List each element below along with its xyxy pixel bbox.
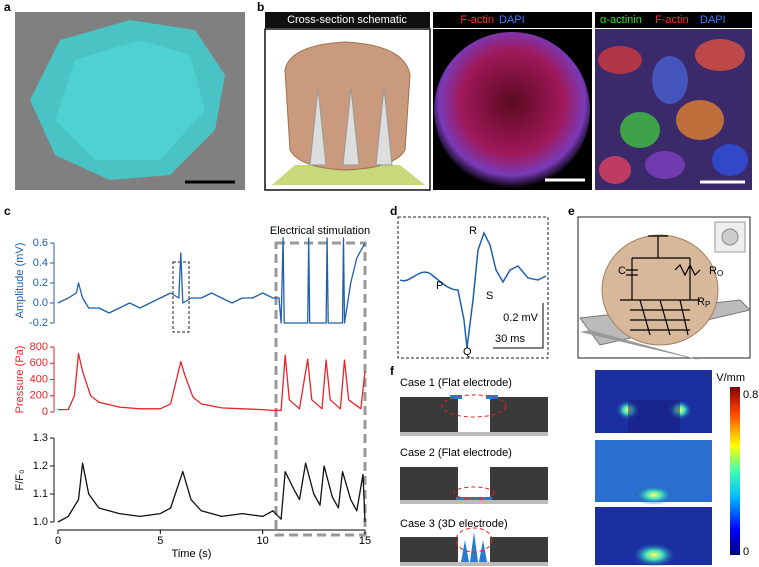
component-label: RP — [697, 296, 710, 309]
stimulation-box — [274, 241, 367, 537]
y-tick-label: 1.2 — [33, 460, 48, 472]
wave-label: S — [486, 290, 493, 302]
colorbar-min: 0 — [743, 546, 749, 558]
wave-label: R — [469, 225, 477, 237]
stain-label: DAPI — [700, 14, 726, 26]
scale-label: 30 ms — [495, 333, 525, 345]
sem-image — [15, 12, 245, 190]
annotation: Electrical stimulation — [270, 225, 370, 237]
electrode-diagram — [400, 527, 548, 566]
y-tick-label: 800 — [30, 341, 48, 353]
panel-label: a — [4, 0, 11, 14]
component-label: C — [618, 265, 626, 277]
schematic — [264, 28, 431, 191]
header: Cross-section schematic — [287, 14, 407, 26]
header-bar — [265, 12, 430, 28]
fluorescence-image — [595, 29, 752, 190]
panel-label: d — [390, 204, 397, 218]
panel-label: b — [257, 0, 264, 14]
y-tick-label: 0.0 — [33, 297, 48, 309]
y-tick-label: 1.1 — [33, 488, 48, 500]
subscript: O — [717, 269, 723, 278]
y-tick-label: 0.4 — [33, 257, 48, 269]
x-tick-label: 15 — [359, 535, 371, 547]
y-tick-label: 600 — [30, 357, 48, 369]
y-tick-label: 1.3 — [33, 432, 48, 444]
panel-label: c — [4, 204, 11, 218]
header-bar — [595, 12, 752, 28]
stain-label: DAPI — [499, 14, 525, 26]
y-axis-label: Amplitude (mV) — [14, 243, 26, 319]
y-tick-label: 1.0 — [33, 516, 48, 528]
trace — [57, 462, 366, 523]
x-tick-label: 5 — [157, 535, 163, 547]
y-tick-label: -0.2 — [29, 317, 48, 329]
component-label: RO — [709, 265, 723, 278]
y-tick-label: 400 — [30, 373, 48, 385]
panel-label: e — [568, 204, 575, 218]
x-axis-label: Time (s) — [172, 548, 212, 560]
trace — [58, 352, 366, 412]
panel-label: f — [390, 364, 395, 378]
symbol: R — [709, 265, 717, 277]
wave-label: Q — [463, 346, 472, 358]
y-tick-label: 200 — [30, 390, 48, 402]
stain-label: α-actinin — [600, 14, 642, 26]
subscript: P — [705, 300, 710, 309]
stain-label: F-actin — [655, 14, 689, 26]
colorbar-unit: V/mm — [716, 372, 745, 384]
y-tick-label: 0.2 — [33, 277, 48, 289]
circuit-model — [577, 216, 751, 360]
trace — [57, 237, 366, 324]
fluorescence-image — [433, 29, 592, 190]
y-tick-label: 0 — [42, 406, 48, 418]
x-tick-label: 0 — [55, 535, 61, 547]
electrode-diagram — [400, 394, 548, 436]
y-tick-label: 0.6 — [33, 237, 48, 249]
stain-label: F-actin — [460, 14, 494, 26]
y-axis-label: Pressure (Pa) — [14, 346, 26, 414]
case-label: Case 1 (Flat electrode) — [400, 377, 512, 389]
header-bar — [433, 12, 592, 28]
case-label: Case 2 (Flat electrode) — [400, 447, 512, 459]
ecg-panel — [397, 216, 549, 359]
x-tick-label: 10 — [257, 535, 269, 547]
scale-label: 0.2 mV — [503, 312, 539, 324]
wave-label: P — [436, 280, 443, 292]
case-label: Case 3 (3D electrode) — [400, 518, 508, 530]
y-axis-label: F/F₀ — [14, 469, 26, 490]
colorbar-max: 0.8 — [743, 389, 758, 401]
electrode-diagram — [400, 467, 548, 504]
field-maps — [595, 370, 740, 567]
symbol: R — [697, 296, 705, 308]
